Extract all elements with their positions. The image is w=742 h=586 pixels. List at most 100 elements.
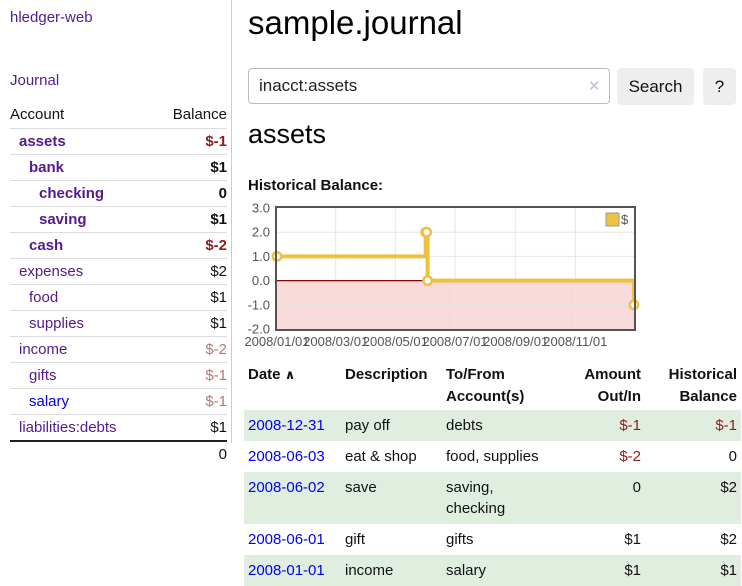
register-date-link[interactable]: 2008-06-01 <box>248 531 325 548</box>
chart-x-tick: 2008/11/01 <box>543 334 607 349</box>
account-balance: $1 <box>160 155 227 181</box>
account-row: food $1 <box>10 285 227 311</box>
account-row: checking 0 <box>10 181 227 207</box>
page-title: sample.journal <box>248 3 742 43</box>
account-row: supplies $1 <box>10 311 227 337</box>
register-row: 2008-06-02savesaving, checking0$2 <box>244 472 741 524</box>
column-header-amount: Amount Out/In <box>556 362 645 410</box>
account-balance: $1 <box>160 285 227 311</box>
column-header-accounts: To/From Account(s) <box>442 362 556 410</box>
account-row: liabilities:debts $1 <box>10 415 227 442</box>
account-row: income $-2 <box>10 337 227 363</box>
chart-x-tick: 2008/05/01 <box>363 334 428 349</box>
accounts-header-row: Account Balance <box>10 103 227 129</box>
data-point-marker[interactable] <box>422 228 430 236</box>
historical-balance-chart: 3.02.01.00.0-1.0-2.02008/01/012008/03/01… <box>240 202 742 354</box>
chart-title: Historical Balance: <box>248 177 383 194</box>
register-date-link[interactable]: 2008-06-03 <box>248 448 325 465</box>
data-point-marker[interactable] <box>423 276 431 284</box>
clear-search-icon[interactable]: ✕ <box>588 77 601 95</box>
account-link[interactable]: checking <box>39 184 104 203</box>
register-accounts: saving, checking <box>442 472 556 524</box>
column-header-date[interactable]: Date ∧ <box>244 362 341 410</box>
account-row: assets $-1 <box>10 129 227 155</box>
account-title: assets <box>248 119 326 150</box>
register-accounts: debts <box>442 410 556 441</box>
account-balance: $-1 <box>160 129 227 155</box>
register-date-link[interactable]: 2008-12-31 <box>248 417 325 434</box>
legend-swatch <box>606 213 619 226</box>
search-button[interactable]: Search <box>617 68 694 105</box>
chart-x-tick: 2008/01/01 <box>244 334 309 349</box>
register-balance: 0 <box>645 441 741 472</box>
register-accounts: salary <box>442 555 556 586</box>
account-row: cash $-2 <box>10 233 227 259</box>
chart-x-tick: 2008/09/01 <box>483 334 548 349</box>
help-button[interactable]: ? <box>703 68 736 105</box>
sidebar-item-journal[interactable]: Journal <box>10 72 59 89</box>
account-balance: $-2 <box>160 233 227 259</box>
chart-y-tick: 0.0 <box>252 273 270 288</box>
account-link[interactable]: food <box>29 288 58 307</box>
account-row: salary $-1 <box>10 389 227 415</box>
account-balance: $1 <box>160 415 227 442</box>
sidebar: hledger-web Journal Account Balance asse… <box>0 0 232 443</box>
register-date-link[interactable]: 2008-01-01 <box>248 562 325 579</box>
chart-y-tick: 3.0 <box>252 202 270 216</box>
accounts-total-row: 0 <box>10 441 227 467</box>
accounts-table: Account Balance assets $-1 bank $1 checking 0… <box>10 103 227 467</box>
search-input[interactable] <box>248 68 610 104</box>
register-description: income <box>341 555 442 586</box>
accounts-column-balance: Balance <box>160 103 227 129</box>
account-link[interactable]: cash <box>29 236 63 255</box>
register-row: 2008-06-01giftgifts$1$2 <box>244 524 741 555</box>
account-link[interactable]: bank <box>29 158 64 177</box>
account-link[interactable]: liabilities:debts <box>19 418 117 437</box>
account-balance: $2 <box>160 259 227 285</box>
register-row: 2008-12-31pay offdebts$-1$-1 <box>244 410 741 441</box>
account-row: gifts$-1 <box>10 363 227 389</box>
account-link[interactable]: assets <box>19 132 66 151</box>
main-content: sample.journal ✕ Search ? assets Histori… <box>248 0 742 582</box>
account-link[interactable]: expenses <box>19 262 83 281</box>
register-amount: $-2 <box>556 441 645 472</box>
accounts-column-account: Account <box>10 103 160 129</box>
register-row: 2008-06-03eat & shopfood, supplies$-20 <box>244 441 741 472</box>
register-date-link[interactable]: 2008-06-02 <box>248 479 325 496</box>
column-header-description: Description <box>341 362 442 410</box>
account-link[interactable]: salary <box>29 392 69 411</box>
column-header-balance: Historical Balance <box>645 362 741 410</box>
chart-y-tick: -1.0 <box>248 297 270 312</box>
search-bar: ✕ Search ? <box>248 68 742 105</box>
total-spacer <box>10 441 160 467</box>
account-balance: 0 <box>160 181 227 207</box>
register-balance: $-1 <box>645 410 741 441</box>
legend-label: $ <box>621 212 629 227</box>
register-balance: $2 <box>645 524 741 555</box>
register-amount: $1 <box>556 524 645 555</box>
account-balance: $-2 <box>160 337 227 363</box>
account-row: saving$1 <box>10 207 227 233</box>
account-link[interactable]: gifts <box>29 366 57 385</box>
chart-y-tick: 2.0 <box>252 225 270 240</box>
register-balance: $1 <box>645 555 741 586</box>
register-amount: $-1 <box>556 410 645 441</box>
account-link[interactable]: supplies <box>29 314 84 333</box>
account-row: expenses $2 <box>10 259 227 285</box>
account-balance: $-1 <box>160 389 227 415</box>
chart-y-tick: 1.0 <box>252 249 270 264</box>
account-link[interactable]: income <box>19 340 67 359</box>
register-accounts: food, supplies <box>442 441 556 472</box>
register-amount: 0 <box>556 472 645 524</box>
register-accounts: gifts <box>442 524 556 555</box>
register-amount: $1 <box>556 555 645 586</box>
chart-x-tick: 2008/03/01 <box>303 334 368 349</box>
account-link[interactable]: saving <box>39 210 87 229</box>
brand-link[interactable]: hledger-web <box>10 9 93 26</box>
register-table: Date ∧ Description To/From Account(s) Am… <box>244 362 741 586</box>
register-header-row: Date ∧ Description To/From Account(s) Am… <box>244 362 741 410</box>
chart-x-tick: 2008/07/01 <box>422 334 487 349</box>
accounts-total-value: 0 <box>160 441 227 467</box>
register-row: 2008-01-01incomesalary$1$1 <box>244 555 741 586</box>
account-balance: $1 <box>160 311 227 337</box>
